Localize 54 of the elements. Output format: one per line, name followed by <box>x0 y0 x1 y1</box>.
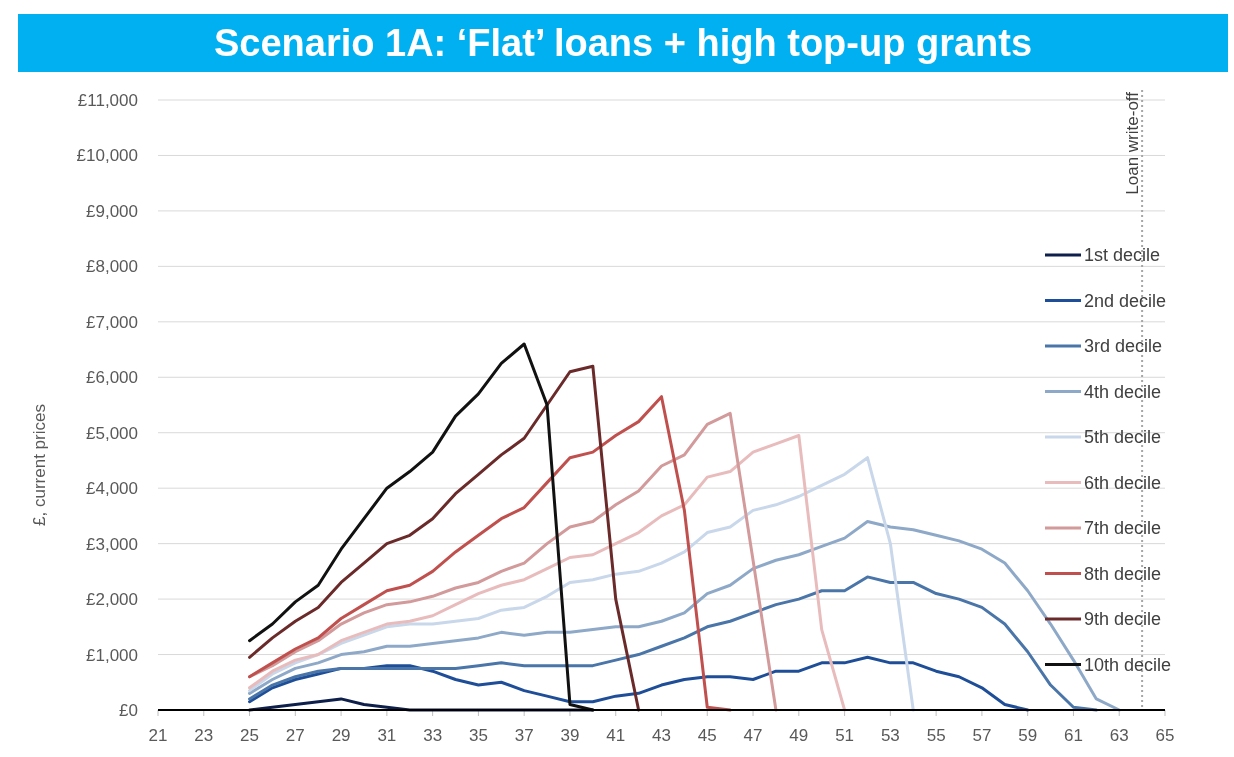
x-tick-label: 23 <box>194 726 214 745</box>
x-tick-label: 35 <box>468 726 488 745</box>
x-tick-label: 57 <box>972 726 992 745</box>
ref-line-label: Loan write-off <box>1123 91 1143 195</box>
chart-title: Scenario 1A: ‘Flat’ loans + high top-up grants <box>213 22 1033 64</box>
x-tick-label: 25 <box>240 726 260 745</box>
x-tick-label: 31 <box>377 726 397 745</box>
legend-label: 8th decile <box>1084 563 1162 584</box>
x-tick-label: 29 <box>331 726 351 745</box>
x-tick-label: 39 <box>560 726 580 745</box>
y-tick-label: £5,000 <box>86 423 138 443</box>
y-tick-label: £11,000 <box>77 91 138 110</box>
line-series <box>248 364 641 712</box>
y-tick-label: £6,000 <box>86 368 138 388</box>
y-tick-label: £9,000 <box>86 201 138 221</box>
legend-label: 6th decile <box>1084 472 1162 493</box>
x-tick-label: 27 <box>285 726 305 745</box>
x-tick-label: 51 <box>835 726 855 745</box>
x-tick-label: 43 <box>652 726 671 745</box>
legend-label: 2nd decile <box>1084 290 1167 311</box>
x-tick-label: 55 <box>926 726 946 745</box>
y-tick-label: £7,000 <box>86 312 138 332</box>
line-series <box>248 342 595 712</box>
y-tick-label: £4,000 <box>86 479 138 499</box>
y-tick-label: £8,000 <box>86 257 138 277</box>
y-tick-label: £0 <box>119 701 138 720</box>
legend-label: 10th decile <box>1084 654 1172 675</box>
line-series <box>248 697 595 712</box>
x-tick-label: 33 <box>423 726 443 745</box>
x-tick-label: 47 <box>743 726 763 745</box>
legend-label: 5th decile <box>1084 427 1162 447</box>
line-series <box>248 434 847 712</box>
x-tick-label: 37 <box>514 726 534 745</box>
line-series <box>248 456 915 712</box>
x-tick-label: 59 <box>1018 726 1038 745</box>
y-tick-label: £10,000 <box>76 146 138 166</box>
x-tick-label: 61 <box>1063 726 1083 745</box>
x-tick-label: 49 <box>789 726 809 745</box>
x-tick-label: 41 <box>606 726 626 745</box>
x-tick-label: 53 <box>880 726 900 745</box>
y-tick-label: £2,000 <box>86 590 138 610</box>
legend-label: 3rd decile <box>1084 336 1163 356</box>
line-series <box>248 655 1030 712</box>
y-tick-label: £3,000 <box>86 534 138 554</box>
legend-label: 4th decile <box>1084 381 1162 402</box>
legend-label: 1st decile <box>1084 245 1161 265</box>
legend-label: 7th decile <box>1084 518 1162 538</box>
y-tick-label: £1,000 <box>86 645 138 665</box>
x-tick-label: 65 <box>1155 726 1175 745</box>
y-axis-title: £, current prices <box>30 404 49 526</box>
x-tick-label: 21 <box>148 726 168 745</box>
legend-label: 9th decile <box>1084 609 1162 629</box>
x-tick-label: 45 <box>697 726 717 745</box>
x-tick-label: 63 <box>1109 726 1129 745</box>
